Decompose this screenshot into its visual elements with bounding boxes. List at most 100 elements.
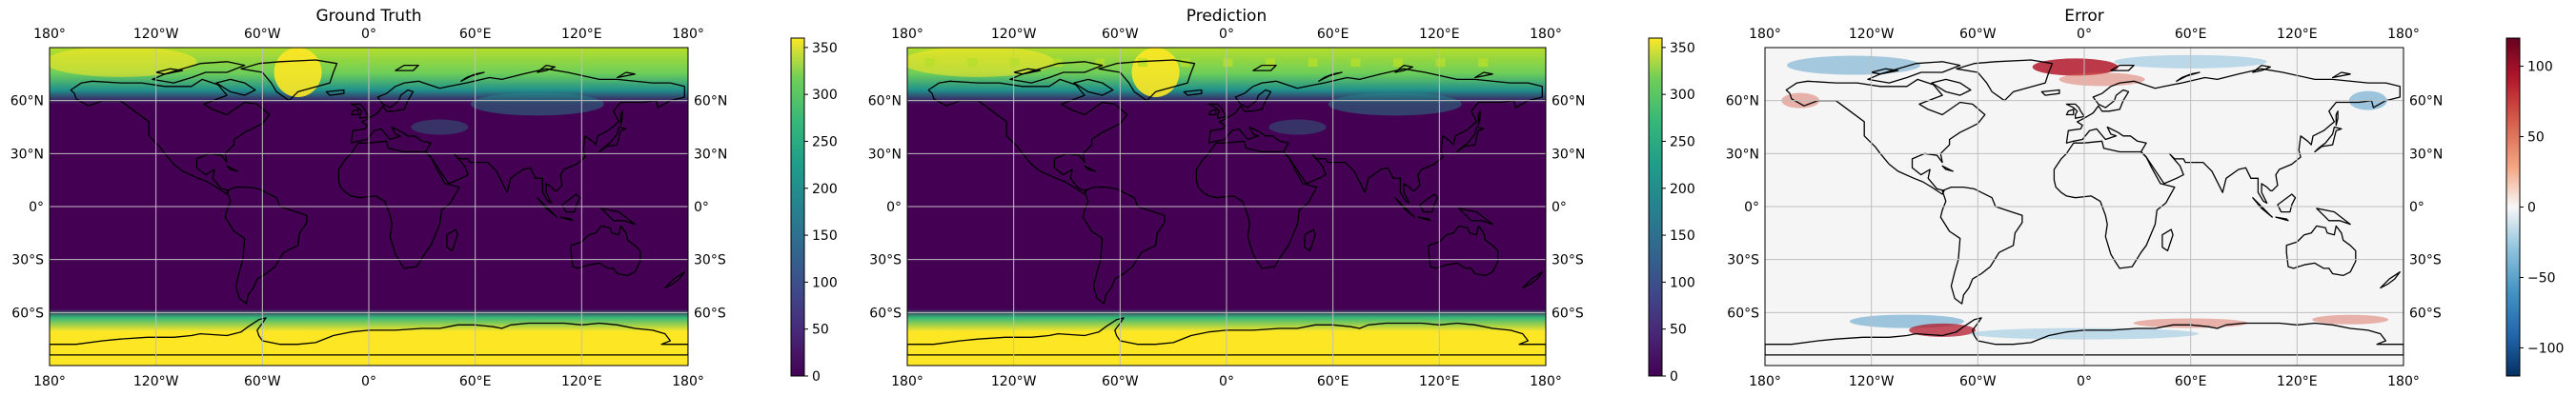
colorbar-ground-truth: 0 50 100 150 200 250 300 350 xyxy=(790,37,838,385)
lon-tick-label: 0° xyxy=(1219,374,1234,389)
map-field xyxy=(1765,48,2404,366)
lat-tick-label: 60°N xyxy=(694,94,727,109)
lon-tick-label: 60°W xyxy=(1959,27,1997,42)
lon-tick-label: 60°E xyxy=(1317,27,1349,42)
lat-tick-label: 60°N xyxy=(10,94,44,109)
gridlines xyxy=(907,48,1546,366)
colorbar-tick-label: 100 xyxy=(2527,60,2553,75)
lat-tick-label: 0° xyxy=(1552,200,1567,215)
colorbar-error: −100 −50 0 50 100 xyxy=(2505,37,2564,377)
map-field xyxy=(907,48,1546,366)
colorbar-tick-label: 50 xyxy=(1670,323,1687,338)
lat-tick-label: 60°S xyxy=(1727,306,1759,321)
lon-tick-label: 180° xyxy=(1749,374,1781,389)
colorbar-tick-label: 200 xyxy=(812,182,838,197)
lat-tick-label: 30°S xyxy=(2409,253,2442,268)
lon-tick-label: 180° xyxy=(672,374,704,389)
lon-tick-label: 180° xyxy=(2387,374,2420,389)
lat-tick-label: 60°S xyxy=(869,306,902,321)
lat-tick-label: 0° xyxy=(694,200,709,215)
lon-tick-label: 120°E xyxy=(561,27,602,42)
map-field xyxy=(50,48,688,366)
lat-tick-label: 30°S xyxy=(869,253,902,268)
lat-tick-label: 60°N xyxy=(1726,94,1759,109)
lat-tick-label: 30°N xyxy=(694,147,727,162)
colorbar-tick-label: 0 xyxy=(1670,369,1678,385)
lon-tick-label: 120°W xyxy=(133,27,179,42)
lat-tick-label: 60°N xyxy=(2409,94,2443,109)
gridlines xyxy=(50,48,688,366)
lon-tick-label: 60°E xyxy=(2175,27,2207,42)
lat-tick-label: 60°N xyxy=(868,94,902,109)
colorbar-tick-label: 200 xyxy=(1670,182,1695,197)
lon-tick-label: 60°E xyxy=(1317,374,1349,389)
panels: Ground Truth 180° 180° 120°W 120°W 60°W 60°W 0°… xyxy=(10,7,2565,389)
colorbar-tick-label: 350 xyxy=(1670,41,1695,56)
colorbar-tick-label: 150 xyxy=(1670,228,1695,244)
colorbar-tick-label: 250 xyxy=(812,134,838,149)
lat-tick-label: 30°N xyxy=(2409,147,2443,162)
lon-tick-label: 180° xyxy=(1530,374,1562,389)
lon-tick-label: 120°W xyxy=(1849,27,1895,42)
lon-tick-label: 180° xyxy=(1749,27,1781,42)
lat-tick-label: 30°S xyxy=(1727,253,1759,268)
lon-tick-label: 180° xyxy=(891,27,923,42)
lat-tick-label: 0° xyxy=(1744,200,1759,215)
lon-tick-label: 120°E xyxy=(1419,27,1460,42)
lon-tick-label: 0° xyxy=(361,374,376,389)
lat-tick-label: 0° xyxy=(886,200,902,215)
map-frame xyxy=(1764,47,2404,366)
colorbar-tick-label: 150 xyxy=(812,228,838,244)
lat-tick-label: 30°N xyxy=(1552,147,1585,162)
colorbar-tick-label: 100 xyxy=(812,275,838,290)
colorbar-tick-label: 0 xyxy=(2527,201,2536,216)
lon-tick-label: 60°W xyxy=(1959,374,1997,389)
map-frame xyxy=(49,47,689,366)
lon-tick-label: 60°E xyxy=(459,374,492,389)
map-frame xyxy=(906,47,1547,366)
lat-tick-label: 30°S xyxy=(11,253,44,268)
panel-title: Error xyxy=(2064,7,2103,26)
lat-tick-label: 30°N xyxy=(10,147,44,162)
lon-tick-label: 120°E xyxy=(1419,374,1460,389)
lat-tick-label: 60°S xyxy=(2409,306,2442,321)
colorbar-tick-label: 50 xyxy=(812,323,829,338)
lon-tick-label: 0° xyxy=(2077,27,2092,42)
lon-tick-label: 120°E xyxy=(561,374,602,389)
lon-tick-label: 120°W xyxy=(133,374,179,389)
lat-tick-label: 60°N xyxy=(1552,94,1585,109)
lat-tick-label: 60°S xyxy=(694,306,726,321)
colorbar-tick-label: 50 xyxy=(2527,130,2545,146)
colorbar-tick-label: 100 xyxy=(1670,275,1695,290)
lon-tick-label: 120°W xyxy=(991,27,1037,42)
panel-title: Ground Truth xyxy=(315,7,421,26)
lon-tick-label: 180° xyxy=(672,27,704,42)
lon-tick-label: 180° xyxy=(891,374,923,389)
colorbar-prediction: 0 50 100 150 200 250 300 350 xyxy=(1648,37,1695,385)
lon-tick-label: 180° xyxy=(2387,27,2420,42)
lon-tick-label: 120°E xyxy=(2277,27,2318,42)
lon-tick-label: 60°W xyxy=(1102,27,1139,42)
colorbar-tick-label: 300 xyxy=(1670,88,1695,103)
lat-tick-label: 30°N xyxy=(868,147,902,162)
lon-tick-label: 180° xyxy=(33,374,66,389)
lon-tick-label: 60°E xyxy=(2175,374,2207,389)
lat-tick-label: 60°S xyxy=(1552,306,1584,321)
lat-tick-label: 0° xyxy=(29,200,44,215)
lon-tick-label: 60°W xyxy=(1102,374,1139,389)
lon-tick-label: 120°W xyxy=(1849,374,1895,389)
panel-prediction: Prediction 180° 180° 120°W 120°W 60°W 60°W 0° 0°… xyxy=(868,7,1695,389)
lon-tick-label: 120°E xyxy=(2277,374,2318,389)
panel-error: Error 180° 180° 120°W 120°W 60°W 60°W 0° 0° 60°E 6… xyxy=(1726,7,2565,389)
colorbar-tick-label: 250 xyxy=(1670,134,1695,149)
colorbar-tick-label: −100 xyxy=(2527,341,2564,356)
colorbar-tick-label: 0 xyxy=(812,369,821,385)
lat-tick-label: 30°S xyxy=(1552,253,1584,268)
lat-tick-label: 60°S xyxy=(11,306,44,321)
lon-tick-label: 60°W xyxy=(244,374,281,389)
panel-title: Prediction xyxy=(1187,7,1267,26)
lon-tick-label: 60°E xyxy=(459,27,492,42)
lat-tick-label: 30°S xyxy=(694,253,726,268)
lon-tick-label: 0° xyxy=(1219,27,1234,42)
